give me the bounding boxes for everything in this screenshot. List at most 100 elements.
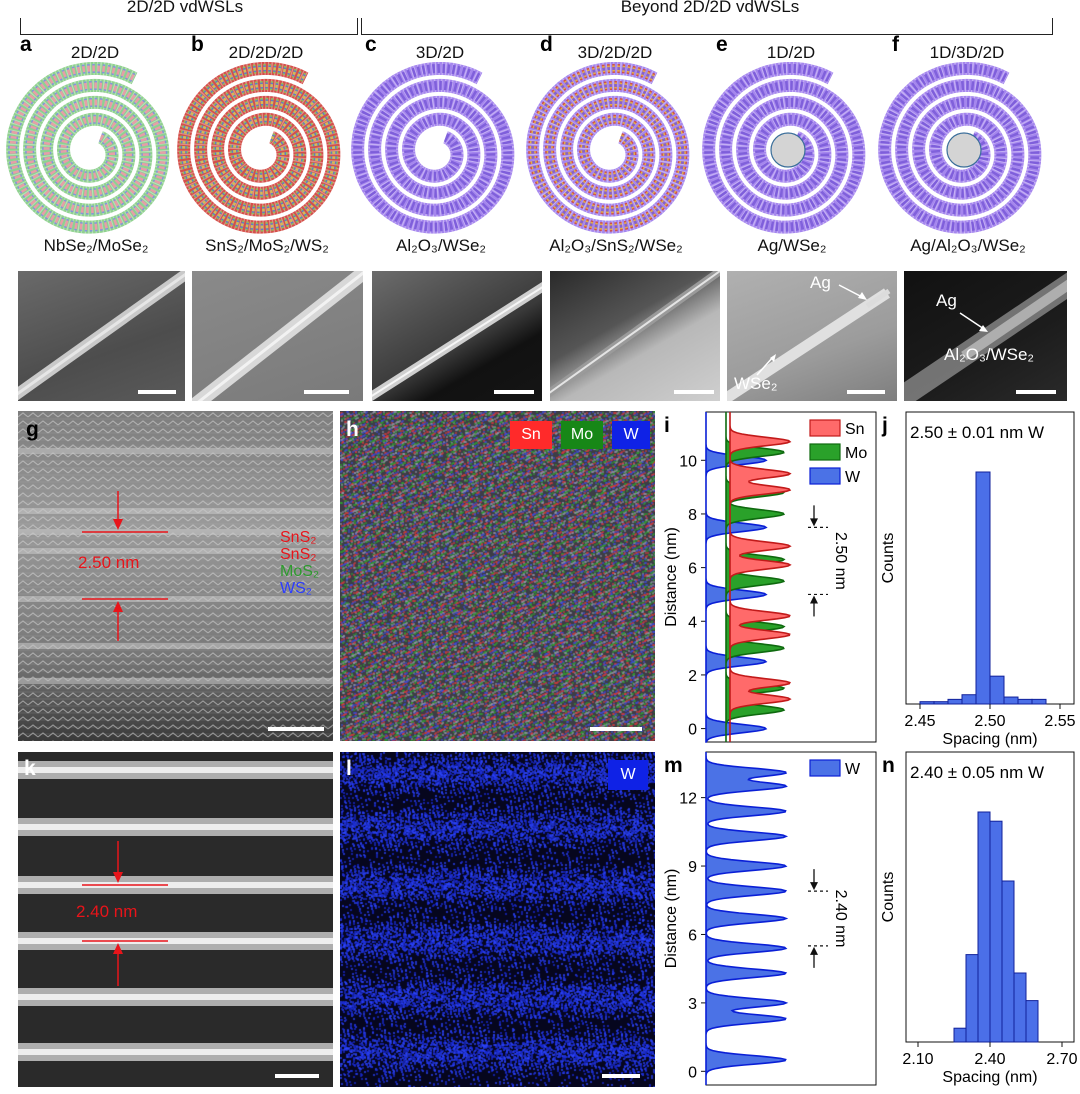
sem-image-c: [372, 271, 542, 401]
legend-swatch-sn: [809, 419, 841, 437]
histogram-bar: [1025, 1000, 1039, 1043]
x-tick-label: 2.40: [974, 1051, 1005, 1068]
spiral-schematic-f: [878, 62, 1042, 234]
panel-letter-m: m: [664, 754, 683, 777]
y-axis-label: Counts: [880, 872, 897, 923]
eds-map-h: Sn Mo W: [340, 411, 655, 741]
spacing-label-k: 2.40 nm: [76, 902, 138, 921]
panel-type-b: 2D/2D/2D: [228, 43, 304, 62]
silver-nanowire-core: [770, 132, 806, 168]
spacing-annotation: 2.40 nm: [832, 890, 849, 948]
x-axis-label: Spacing (nm): [942, 1069, 1037, 1086]
scale-bar: [1016, 390, 1056, 394]
spacing-label-g: 2.50 nm: [78, 553, 140, 572]
panel-letter-e: e: [716, 33, 728, 56]
stem-layers-g: [18, 411, 333, 741]
sem-image-f: Ag Al₂O₃/WSe₂: [904, 271, 1067, 401]
legend-w: W: [612, 421, 650, 449]
panel-material-d: Al₂O₃/SnS₂/WSe₂: [549, 236, 683, 255]
histogram-bar: [1013, 972, 1027, 1043]
bracket-beyond: [361, 18, 1053, 35]
legend-label-mo: Mo: [845, 445, 867, 462]
panel-letter-k: k: [24, 757, 36, 780]
legend-swatch-mo: [809, 443, 841, 461]
panel-letter-j: j: [881, 414, 888, 437]
panel-material-c: Al₂O₃/WSe₂: [395, 236, 487, 255]
spacing-annotation: 2.50 nm: [832, 532, 849, 590]
nanoscroll-sem-b: [192, 271, 363, 401]
y-tick-label: 4: [688, 614, 697, 631]
panel-material-a: NbSe₂/MoSe₂: [43, 236, 149, 255]
eds-map-l: W: [340, 752, 655, 1087]
histogram-bar: [965, 954, 979, 1043]
series-sn: [729, 412, 792, 742]
eds-noise-h: [340, 411, 655, 741]
panel-letter-c: c: [365, 33, 377, 56]
x-tick-label: 2.45: [904, 713, 935, 730]
sem-image-e: Ag WSe₂: [727, 271, 897, 401]
silver-nanowire-core: [946, 132, 982, 168]
legend-sn: Sn: [510, 421, 552, 449]
panel-letter-b: b: [191, 33, 204, 56]
nanoscroll-sem-f: [904, 272, 1067, 401]
histogram-bar: [1031, 698, 1047, 705]
series-w: [705, 412, 768, 743]
label-ag-f: Ag: [936, 291, 957, 310]
histogram-bar: [953, 1027, 967, 1043]
nanoscroll-sem-a: [18, 271, 185, 401]
panel-letter-a: a: [20, 33, 32, 56]
legend-label-w: W: [845, 761, 861, 778]
layer-sns2-2: SnS₂: [280, 546, 317, 563]
spiral-schematic-e: [702, 62, 866, 234]
arrow-wse2-e: [756, 356, 774, 376]
histogram-bar: [919, 701, 935, 705]
layer-ws2: WS₂: [280, 580, 312, 597]
spiral-schematic-d: [526, 62, 690, 234]
histogram-bar: [961, 694, 977, 705]
panel-type-c: 3D/2D: [415, 43, 465, 62]
legend-label-sn: Sn: [845, 421, 865, 438]
y-tick-label: 0: [688, 1064, 697, 1081]
x-tick-label: 2.10: [902, 1051, 933, 1068]
sem-image-a: [18, 271, 185, 401]
panel-type-e: 1D/2D: [766, 43, 816, 62]
histogram-bar: [989, 820, 1003, 1043]
stem-image-k: 2.40 nm: [18, 752, 333, 1087]
chart-n: 2.10 2.40 2.70 Spacing (nm) Counts 2.40 ± 0.0…: [878, 748, 1080, 1089]
y-tick-label: 9: [688, 859, 697, 876]
histogram-bar: [1003, 696, 1019, 705]
y-tick-label: 0: [688, 722, 697, 739]
nanoscroll-sem-d: [550, 271, 720, 398]
scale-bar: [494, 390, 534, 394]
scale-bar: [138, 390, 176, 394]
chart-j: 2.45 2.50 2.55 Spacing (nm) Counts 2.50 ± 0.0…: [878, 408, 1080, 748]
scale-bar: [602, 1074, 640, 1078]
histogram-bar: [947, 698, 963, 705]
nanoscroll-sem-e: [727, 284, 891, 401]
panel-type-a: 2D/2D: [70, 43, 120, 62]
histogram-title: 2.50 ± 0.01 nm W: [910, 423, 1044, 442]
panel-type-f: 1D/3D/2D: [929, 43, 1005, 62]
spiral-schematic-a: [6, 62, 170, 234]
scale-bar: [847, 390, 885, 394]
y-tick-label: 10: [679, 453, 697, 470]
scale-bar: [674, 390, 714, 394]
histogram-bar: [975, 471, 991, 705]
bracket-2d: [20, 18, 358, 35]
histogram-bar: [933, 701, 949, 705]
spiral-schematic-b: [177, 62, 341, 234]
scale-bar: [304, 390, 349, 394]
panel-letter-n: n: [882, 754, 895, 777]
legend-swatch-w: [809, 467, 841, 485]
y-tick-label: 6: [688, 927, 697, 944]
arrow-ag-f: [959, 312, 985, 330]
panel-letter-h: h: [346, 418, 359, 441]
legend-swatch-w: [809, 759, 841, 777]
panel-letter-l: l: [346, 757, 352, 780]
chart-i: 0 2 4 6 8 10 Distance (nm) Sn Mo W 2.50 nm i: [660, 408, 892, 748]
panel-letter-g: g: [26, 418, 39, 441]
stem-image-g: 2.50 nm SnS₂ SnS₂ MoS₂ WS₂: [18, 411, 333, 741]
x-axis-label: Spacing (nm): [942, 731, 1037, 748]
label-wse2-e: WSe₂: [734, 374, 778, 393]
eds-noise-l: [340, 752, 655, 1087]
